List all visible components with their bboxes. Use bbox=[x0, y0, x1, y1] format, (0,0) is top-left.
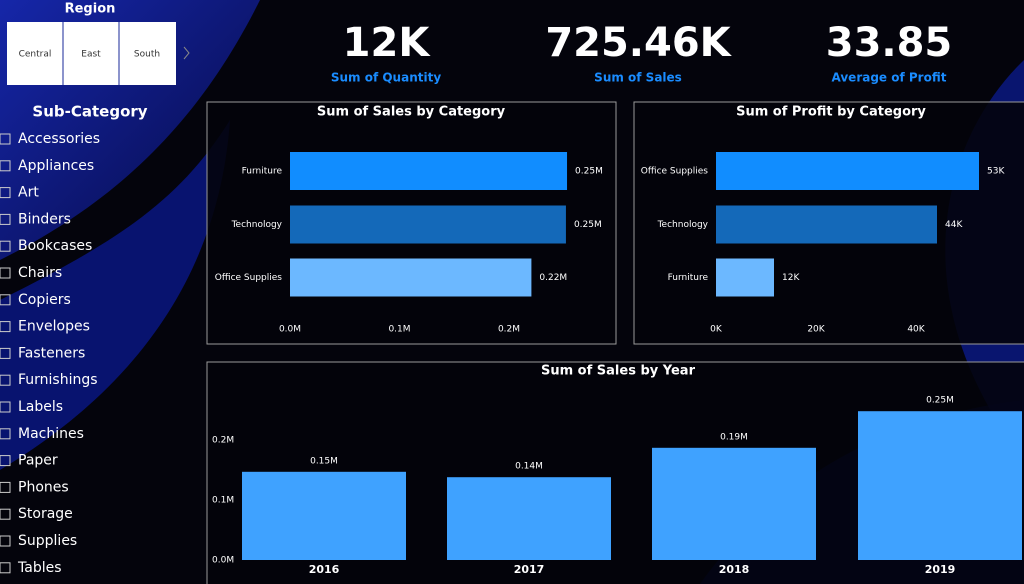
checkbox[interactable] bbox=[0, 321, 11, 333]
slicer-chevron[interactable] bbox=[183, 46, 190, 60]
bar[interactable] bbox=[447, 477, 611, 560]
x-tick-label: 0.0M bbox=[279, 325, 301, 335]
slicer-box bbox=[7, 22, 176, 85]
subcategory-item[interactable]: Art bbox=[18, 185, 39, 201]
checkbox[interactable] bbox=[0, 133, 11, 145]
category-label: Technology bbox=[231, 220, 283, 230]
y-tick-label: 0.1M bbox=[212, 496, 234, 506]
x-tick-label: 2017 bbox=[514, 563, 545, 576]
subcategory-item[interactable]: Chairs bbox=[18, 265, 62, 281]
y-tick-label: 0.0M bbox=[212, 556, 234, 566]
checkbox[interactable] bbox=[0, 294, 11, 306]
kpi-label: Sum of Sales bbox=[594, 71, 682, 85]
category-label: Technology bbox=[657, 220, 709, 230]
kpi-value: 12K bbox=[343, 20, 432, 66]
subcategory-item[interactable]: Fasteners bbox=[18, 345, 85, 361]
x-tick-label: 2016 bbox=[309, 563, 340, 576]
checkbox[interactable] bbox=[0, 481, 11, 493]
data-label: 53K bbox=[987, 167, 1005, 177]
checkbox[interactable] bbox=[0, 160, 11, 172]
y-tick-label: 0.2M bbox=[212, 436, 234, 446]
kpi-value: 725.46K bbox=[545, 20, 732, 66]
subcategory-item[interactable]: Machines bbox=[18, 426, 84, 442]
swoosh bbox=[0, 120, 230, 470]
subcategory-item[interactable]: Copiers bbox=[18, 292, 71, 308]
bar[interactable] bbox=[716, 205, 937, 244]
checkbox[interactable] bbox=[0, 428, 11, 440]
subcategory-item[interactable]: Binders bbox=[18, 211, 71, 227]
bar[interactable] bbox=[716, 152, 979, 190]
chart-title: Sum of Sales by Category bbox=[317, 105, 506, 120]
subcategory-item[interactable]: Tables bbox=[17, 560, 62, 576]
x-tick-label: 40K bbox=[907, 325, 925, 335]
x-tick-label: 2018 bbox=[719, 563, 750, 576]
kpi-label: Average of Profit bbox=[832, 71, 947, 85]
x-tick-label: 0.1M bbox=[388, 325, 410, 335]
subcategory-item[interactable]: Phones bbox=[18, 479, 69, 495]
bar[interactable] bbox=[242, 471, 406, 560]
checkbox[interactable] bbox=[0, 213, 11, 225]
subcategory-title: Sub-Category bbox=[32, 103, 147, 121]
subcategory-item[interactable]: Labels bbox=[18, 399, 63, 415]
kpi-label: Sum of Quantity bbox=[331, 71, 441, 85]
checkbox[interactable] bbox=[0, 374, 11, 386]
subcategory-item[interactable]: Storage bbox=[18, 506, 73, 522]
chart-title: Sum of Sales by Year bbox=[541, 364, 696, 379]
bar[interactable] bbox=[716, 258, 774, 297]
checkbox[interactable] bbox=[0, 267, 11, 279]
category-label: Office Supplies bbox=[215, 273, 283, 283]
x-tick-label: 0K bbox=[710, 325, 723, 335]
data-label: 0.25M bbox=[575, 167, 603, 177]
region-option[interactable]: Central bbox=[19, 50, 52, 60]
data-label: 0.25M bbox=[574, 220, 602, 230]
checkbox[interactable] bbox=[0, 347, 11, 359]
subcategory-item[interactable]: Furnishings bbox=[18, 372, 98, 388]
bar[interactable] bbox=[290, 205, 566, 244]
data-label: 0.19M bbox=[720, 432, 748, 442]
data-label: 0.15M bbox=[310, 456, 338, 466]
category-label: Furniture bbox=[668, 273, 709, 283]
checkbox[interactable] bbox=[0, 535, 11, 547]
subcategory-item[interactable]: Bookcases bbox=[18, 238, 92, 254]
x-tick-label: 2019 bbox=[925, 563, 956, 576]
region-option[interactable]: East bbox=[81, 50, 101, 60]
subcategory-item[interactable]: Appliances bbox=[18, 158, 94, 174]
checkbox[interactable] bbox=[0, 240, 11, 252]
subcategory-item[interactable]: Supplies bbox=[18, 533, 77, 549]
data-label: 12K bbox=[782, 273, 800, 283]
region-option[interactable]: South bbox=[134, 50, 160, 60]
data-label: 0.25M bbox=[926, 396, 954, 406]
data-label: 0.22M bbox=[539, 273, 567, 283]
bar[interactable] bbox=[858, 411, 1022, 560]
data-label: 44K bbox=[945, 220, 963, 230]
bar[interactable] bbox=[290, 152, 568, 190]
checkbox[interactable] bbox=[0, 187, 11, 199]
checkbox[interactable] bbox=[0, 562, 11, 574]
category-label: Furniture bbox=[242, 167, 283, 177]
data-label: 0.14M bbox=[515, 462, 543, 472]
x-tick-label: 20K bbox=[807, 325, 825, 335]
category-label: Office Supplies bbox=[641, 167, 709, 177]
x-tick-label: 0.2M bbox=[498, 325, 520, 335]
subcategory-item[interactable]: Paper bbox=[18, 453, 58, 469]
subcategory-item[interactable]: Envelopes bbox=[18, 319, 90, 335]
bar[interactable] bbox=[290, 258, 532, 297]
checkbox[interactable] bbox=[0, 508, 11, 520]
chart-title: Sum of Profit by Category bbox=[736, 105, 926, 120]
subcategory-item[interactable]: Accessories bbox=[18, 131, 100, 147]
checkbox[interactable] bbox=[0, 401, 11, 413]
checkbox[interactable] bbox=[0, 455, 11, 467]
region-title: Region bbox=[65, 2, 116, 17]
kpi-value: 33.85 bbox=[826, 20, 953, 66]
bar[interactable] bbox=[652, 447, 816, 560]
